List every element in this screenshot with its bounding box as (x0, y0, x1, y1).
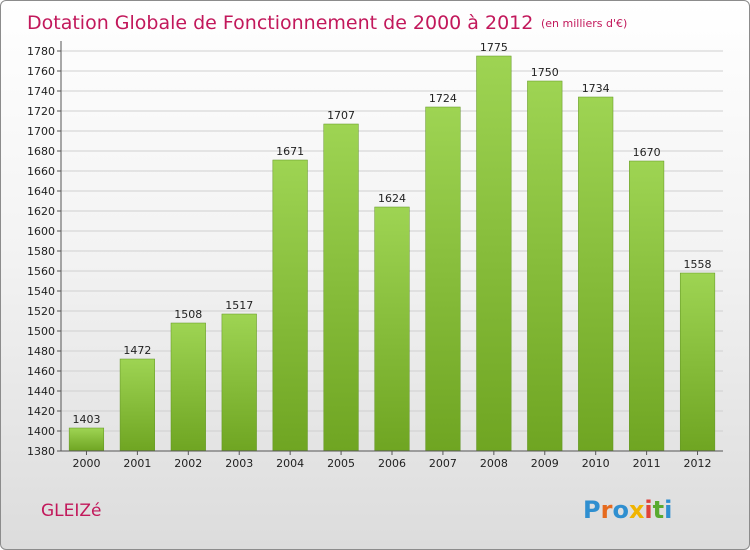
x-tick-label: 2003 (225, 457, 253, 470)
x-tick-label: 2000 (72, 457, 100, 470)
y-tick-label: 1660 (27, 165, 55, 178)
x-tick-label: 2001 (123, 457, 151, 470)
bar-value-label: 1558 (684, 258, 712, 271)
y-tick-label: 1580 (27, 245, 55, 258)
y-tick-label: 1740 (27, 85, 55, 98)
x-tick-label: 2011 (633, 457, 661, 470)
y-tick-label: 1560 (27, 265, 55, 278)
bar (68, 427, 105, 452)
bar-value-label: 1724 (429, 92, 457, 105)
chart-subtitle: (en milliers d'€) (541, 17, 627, 30)
bars (68, 55, 716, 452)
bar (221, 313, 257, 452)
bar (170, 322, 206, 452)
logo-letter: i (644, 496, 652, 524)
bar (323, 123, 359, 452)
bar (272, 159, 308, 452)
y-tick-label: 1600 (27, 225, 55, 238)
bar (119, 358, 155, 452)
x-tick-label: 2010 (582, 457, 610, 470)
y-tick-label: 1460 (27, 365, 55, 378)
bar-value-label: 1707 (327, 109, 355, 122)
bar-value-label: 1671 (276, 145, 304, 158)
x-tick-label: 2005 (327, 457, 355, 470)
place-name: GLEIZé (41, 501, 102, 521)
x-tick-label: 2008 (480, 457, 508, 470)
y-tick-label: 1540 (27, 285, 55, 298)
bar-value-label: 1734 (582, 82, 610, 95)
logo-letter: i (664, 496, 672, 524)
x-tick-label: 2007 (429, 457, 457, 470)
x-tick-label: 2009 (531, 457, 559, 470)
bar (629, 160, 665, 452)
y-tick-label: 1780 (27, 45, 55, 58)
bar (527, 80, 563, 452)
y-tick-label: 1440 (27, 385, 55, 398)
bar-value-label: 1775 (480, 41, 508, 54)
logo-letter: o (612, 496, 629, 524)
bar (476, 55, 512, 452)
bar (578, 96, 614, 452)
bar-value-label: 1670 (633, 146, 661, 159)
logo-letter: P (583, 496, 601, 524)
bar (679, 272, 716, 452)
x-tick-label: 2004 (276, 457, 304, 470)
axes: 1380 1400 1420 1440 1460 1480 1500 1520 1540 1560… (27, 41, 723, 470)
proxiti-logo: Proxiti (583, 496, 672, 524)
y-tick-label: 1720 (27, 105, 55, 118)
y-tick-label: 1500 (27, 325, 55, 338)
y-tick-label: 1640 (27, 185, 55, 198)
x-tick-label: 2002 (174, 457, 202, 470)
x-tick-label: 2012 (684, 457, 712, 470)
bar (425, 106, 461, 452)
bar-value-label: 1472 (123, 344, 151, 357)
bar (374, 206, 410, 452)
y-tick-label: 1620 (27, 205, 55, 218)
value-labels: 1403 1472 1508 1517 1671 1707 1624 1724 1775 1750… (72, 41, 711, 426)
logo-letter: t (653, 496, 664, 524)
y-tick-label: 1420 (27, 405, 55, 418)
y-tick-label: 1700 (27, 125, 55, 138)
y-tick-label: 1760 (27, 65, 55, 78)
logo-letter: r (601, 496, 613, 524)
y-tick-label: 1680 (27, 145, 55, 158)
chart-title: Dotation Globale de Fonctionnement de 20… (27, 12, 533, 34)
y-tick-label: 1520 (27, 305, 55, 318)
x-tick-label: 2006 (378, 457, 406, 470)
logo-letter: x (629, 496, 645, 524)
bar-value-label: 1517 (225, 299, 253, 312)
bar-value-label: 1508 (174, 308, 202, 321)
bar-value-label: 1624 (378, 192, 406, 205)
y-tick-label: 1380 (27, 445, 55, 458)
y-tick-label: 1480 (27, 345, 55, 358)
bar-value-label: 1750 (531, 66, 559, 79)
y-tick-label: 1400 (27, 425, 55, 438)
bar-value-label: 1403 (72, 413, 100, 426)
